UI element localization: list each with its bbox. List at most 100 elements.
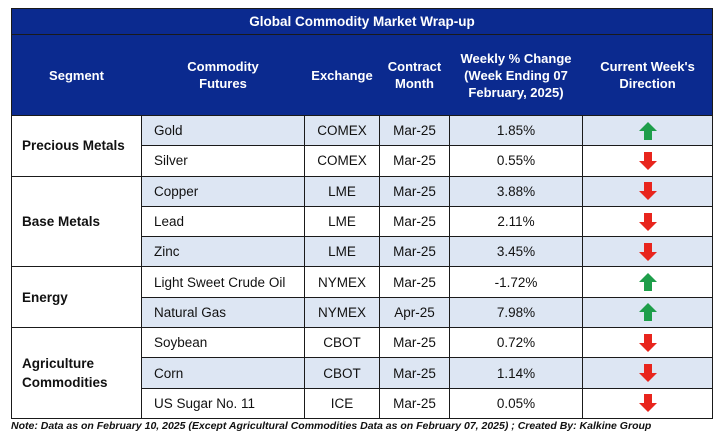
weekly-change-cell: 3.88% xyxy=(449,175,583,207)
commodity-table: Global Commodity Market Wrap-up Segment … xyxy=(10,8,714,419)
exchange-cell: COMEX xyxy=(304,145,380,177)
commodity-future-cell: Zinc xyxy=(141,236,305,268)
segment-label-line: Commodities xyxy=(22,375,108,391)
table-row: Precious Metals Gold COMEX Mar-25 1.85% xyxy=(11,114,714,177)
table-body: Precious Metals Gold COMEX Mar-25 1.85% Silve… xyxy=(11,114,714,419)
header-contract-line: Month xyxy=(395,76,434,91)
exchange-cell: LME xyxy=(304,236,380,268)
weekly-change-cell: 0.05% xyxy=(449,387,583,419)
segment-label: Base Metals xyxy=(11,175,142,268)
exchange-cell: NYMEX xyxy=(304,266,380,298)
contract-month-cell: Apr-25 xyxy=(379,296,450,329)
direction-cell xyxy=(581,114,714,147)
header-contract: Contract Month xyxy=(379,34,450,116)
table-row: Base Metals Copper LME Mar-25 3.88% xyxy=(11,175,714,268)
contract-month-cell: Mar-25 xyxy=(379,145,450,177)
exchange-cell: CBOT xyxy=(304,327,380,359)
red-down-arrow-icon xyxy=(638,364,657,383)
weekly-change-cell: 1.14% xyxy=(449,357,583,389)
exchange-cell: COMEX xyxy=(304,114,380,147)
header-change: Weekly % Change (Week Ending 07 February… xyxy=(449,34,583,116)
red-down-arrow-icon xyxy=(638,394,657,413)
header-direction-line: Direction xyxy=(619,76,676,91)
direction-cell xyxy=(581,145,714,177)
header-contract-line: Contract xyxy=(387,59,442,74)
table-row: US Sugar No. 11 ICE Mar-25 0.05% xyxy=(12,387,714,419)
exchange-cell: ICE xyxy=(304,387,380,419)
direction-cell xyxy=(581,296,714,329)
segment-label-line: Precious Metals xyxy=(22,138,125,154)
table-row: Silver COMEX Mar-25 0.55% xyxy=(12,145,714,177)
direction-cell xyxy=(581,357,714,389)
contract-month-cell: Mar-25 xyxy=(379,357,450,389)
contract-month-cell: Mar-25 xyxy=(379,387,450,419)
direction-cell xyxy=(581,266,714,298)
red-down-arrow-icon xyxy=(638,151,657,170)
commodity-future-cell: Soybean xyxy=(141,327,305,359)
weekly-change-cell: 1.85% xyxy=(449,114,583,147)
footnote: Note: Data as on February 10, 2025 (Exce… xyxy=(11,420,652,432)
direction-cell xyxy=(581,387,714,419)
commodity-future-cell: Corn xyxy=(141,357,305,389)
red-down-arrow-icon xyxy=(638,212,657,231)
segment-label-line: Agriculture xyxy=(22,356,95,372)
exchange-cell: LME xyxy=(304,175,380,207)
weekly-change-cell: 0.72% xyxy=(449,327,583,359)
table-row: Corn CBOT Mar-25 1.14% xyxy=(12,357,714,389)
header-direction: Current Week's Direction xyxy=(581,34,714,116)
table-row: Lead LME Mar-25 2.11% xyxy=(12,205,714,238)
weekly-change-cell: 0.55% xyxy=(449,145,583,177)
segment-label: Agriculture Commodities xyxy=(11,327,142,419)
red-down-arrow-icon xyxy=(638,182,657,201)
direction-cell xyxy=(581,327,714,359)
direction-cell xyxy=(581,205,714,238)
commodity-future-cell: Silver xyxy=(141,145,305,177)
weekly-change-cell: -1.72% xyxy=(449,266,583,298)
red-down-arrow-icon xyxy=(638,242,657,261)
header-change-line: (Week Ending 07 xyxy=(464,67,568,83)
segment-label: Precious Metals xyxy=(11,115,142,177)
contract-month-cell: Mar-25 xyxy=(379,327,450,359)
green-up-arrow-icon xyxy=(638,121,657,140)
direction-cell xyxy=(581,236,714,268)
segment-label-line: Base Metals xyxy=(22,214,101,230)
header-segment: Segment xyxy=(11,34,142,116)
commodity-future-cell: Light Sweet Crude Oil xyxy=(141,266,305,298)
weekly-change-cell: 7.98% xyxy=(449,296,583,329)
commodity-future-cell: Lead xyxy=(141,205,305,238)
contract-month-cell: Mar-25 xyxy=(379,236,450,268)
contract-month-cell: Mar-25 xyxy=(379,205,450,238)
green-up-arrow-icon xyxy=(638,303,657,322)
header-futures-line: Commodity xyxy=(187,59,259,74)
table-row: Zinc LME Mar-25 3.45% xyxy=(12,236,714,268)
contract-month-cell: Mar-25 xyxy=(379,114,450,147)
segment-label: Energy xyxy=(11,266,142,329)
header-change-line: Weekly % Change xyxy=(460,50,572,66)
commodity-future-cell: Copper xyxy=(141,175,305,207)
weekly-change-cell: 2.11% xyxy=(449,205,583,238)
header-futures-line: Futures xyxy=(199,76,247,91)
direction-cell xyxy=(581,175,714,207)
exchange-cell: NYMEX xyxy=(304,296,380,329)
header-direction-line: Current Week's xyxy=(600,59,695,74)
header-exchange: Exchange xyxy=(304,34,380,116)
commodity-table-wrap: Global Commodity Market Wrap-up Segment … xyxy=(10,8,714,419)
segment-label-line: Energy xyxy=(22,289,68,305)
table-title: Global Commodity Market Wrap-up xyxy=(10,8,714,35)
header-change-line: February, 2025) xyxy=(468,84,564,100)
commodity-future-cell: Gold xyxy=(141,114,305,147)
table-row: Energy Light Sweet Crude Oil NYMEX Mar-25 -1… xyxy=(11,266,714,329)
weekly-change-cell: 3.45% xyxy=(449,236,583,268)
contract-month-cell: Mar-25 xyxy=(379,266,450,298)
contract-month-cell: Mar-25 xyxy=(379,175,450,207)
commodity-future-cell: US Sugar No. 11 xyxy=(141,387,305,419)
header-row: Segment Commodity Futures Exchange Contr… xyxy=(11,34,714,116)
red-down-arrow-icon xyxy=(638,333,657,352)
exchange-cell: CBOT xyxy=(304,357,380,389)
table-row: Agriculture Commodities Soybean CBOT Mar-25 0… xyxy=(11,327,714,419)
green-up-arrow-icon xyxy=(638,273,657,292)
commodity-future-cell: Natural Gas xyxy=(141,296,305,329)
exchange-cell: LME xyxy=(304,205,380,238)
table-row: Natural Gas NYMEX Apr-25 7.98% xyxy=(12,296,714,329)
header-futures: Commodity Futures xyxy=(141,34,305,116)
